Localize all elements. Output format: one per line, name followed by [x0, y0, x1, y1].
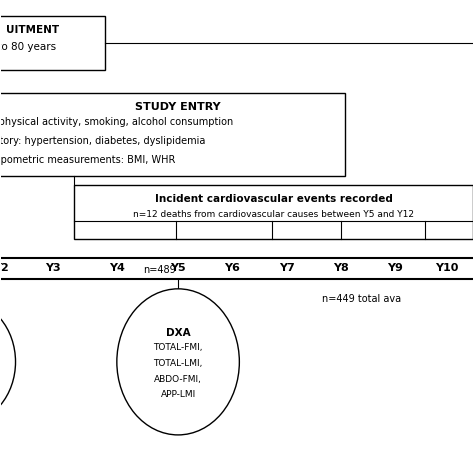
Text: n=449 total ava: n=449 total ava [322, 293, 401, 303]
FancyBboxPatch shape [0, 16, 105, 70]
FancyBboxPatch shape [0, 93, 346, 176]
Text: Y2: Y2 [0, 263, 9, 273]
Text: Y8: Y8 [333, 263, 348, 273]
Ellipse shape [117, 289, 239, 435]
Text: Y5: Y5 [170, 263, 186, 273]
Text: TOTAL-LMI,: TOTAL-LMI, [154, 359, 203, 368]
Text: Anthropometric measurements: BMI, WHR: Anthropometric measurements: BMI, WHR [0, 155, 176, 164]
Text: Y9: Y9 [387, 263, 403, 273]
Text: Y10: Y10 [435, 263, 458, 273]
Text: n=489: n=489 [143, 265, 175, 275]
Text: APP-LMI: APP-LMI [161, 390, 196, 399]
Text: Y4: Y4 [109, 263, 125, 273]
FancyBboxPatch shape [74, 185, 473, 239]
Text: TOTAL-FMI,: TOTAL-FMI, [154, 344, 203, 353]
Text: d 40 to 80 years: d 40 to 80 years [0, 42, 56, 53]
Text: Y7: Y7 [279, 263, 294, 273]
Ellipse shape [0, 301, 16, 423]
Text: n=12 deaths from cardiovascular causes between Y5 and Y12: n=12 deaths from cardiovascular causes b… [133, 210, 414, 219]
Text: STUDY ENTRY: STUDY ENTRY [135, 102, 221, 112]
Text: Y6: Y6 [224, 263, 240, 273]
Text: ABDO-FMI,: ABDO-FMI, [154, 374, 202, 383]
Text: UITMENT: UITMENT [6, 25, 59, 35]
Text: DXA: DXA [166, 328, 191, 338]
Text: cal history: hypertension, diabetes, dyslipidemia: cal history: hypertension, diabetes, dys… [0, 136, 206, 146]
Text: Incident cardiovascular events recorded: Incident cardiovascular events recorded [155, 194, 392, 204]
Text: Y3: Y3 [46, 263, 61, 273]
Text: ctors: physical activity, smoking, alcohol consumption: ctors: physical activity, smoking, alcoh… [0, 117, 234, 127]
